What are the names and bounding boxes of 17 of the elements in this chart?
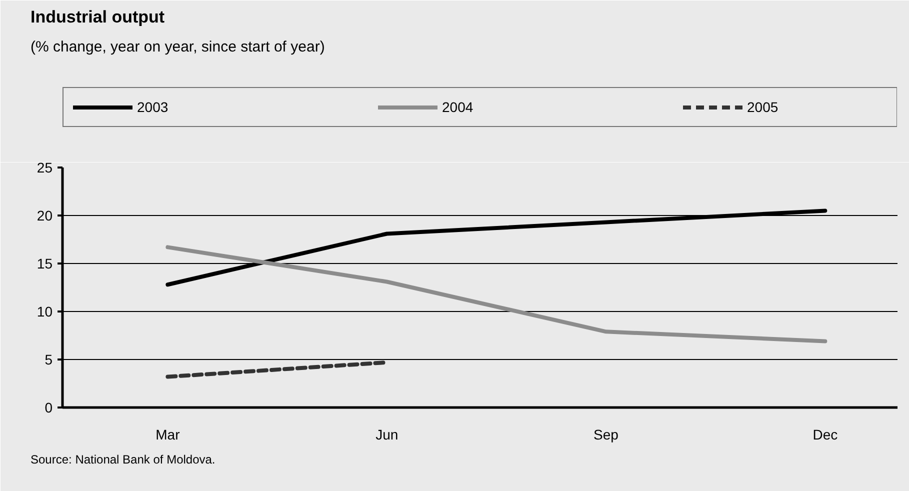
chart-subtitle: (% change, year on year, since start of year): [30, 38, 325, 56]
y-tick-label: 5: [44, 352, 53, 368]
y-tick-label: 25: [36, 160, 53, 176]
legend-label: 2005: [747, 99, 780, 115]
source-note: Source: National Bank of Moldova.: [30, 452, 216, 466]
legend-label: 2004: [442, 99, 474, 115]
y-tick-label: 10: [36, 304, 53, 320]
line-series: [166, 245, 828, 344]
x-tick-label: Dec: [812, 426, 838, 442]
x-tick-label: Jun: [376, 426, 398, 442]
y-tick-label: 0: [44, 400, 53, 416]
y-tick-label: 20: [36, 208, 53, 224]
chart-title: Industrial output: [30, 8, 165, 26]
y-tick-label: 15: [36, 256, 53, 272]
legend-label: 2003: [137, 99, 170, 115]
x-tick-label: Sep: [594, 426, 619, 442]
x-tick-label: Mar: [156, 426, 180, 442]
